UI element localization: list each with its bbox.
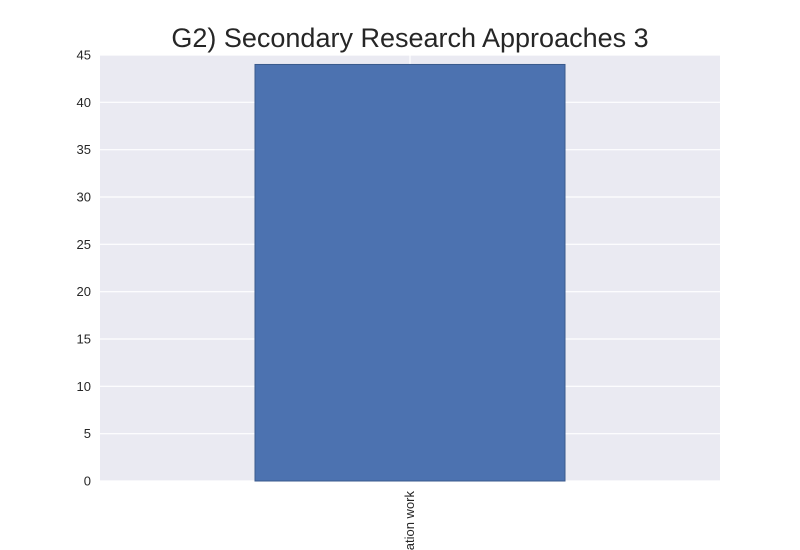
y-tick-label: 45 bbox=[77, 48, 91, 63]
y-tick-label: 35 bbox=[77, 142, 91, 157]
y-tick-label: 25 bbox=[77, 237, 91, 252]
bars bbox=[254, 63, 566, 482]
x-axis-ticks: ation work bbox=[402, 491, 417, 550]
y-tick-label: 40 bbox=[77, 95, 91, 110]
y-tick-label: 0 bbox=[84, 474, 91, 489]
bar bbox=[254, 63, 566, 482]
y-tick-label: 20 bbox=[77, 284, 91, 299]
y-tick-label: 10 bbox=[77, 379, 91, 394]
x-tick-label: ation work bbox=[402, 491, 417, 550]
y-axis-ticks: 0 5 10 15 20 25 30 35 40 45 bbox=[77, 48, 91, 489]
chart-title: G2) Secondary Research Approaches 3 bbox=[171, 23, 649, 53]
y-tick-label: 15 bbox=[77, 332, 91, 347]
y-tick-label: 5 bbox=[84, 426, 91, 441]
y-tick-label: 30 bbox=[77, 190, 91, 205]
